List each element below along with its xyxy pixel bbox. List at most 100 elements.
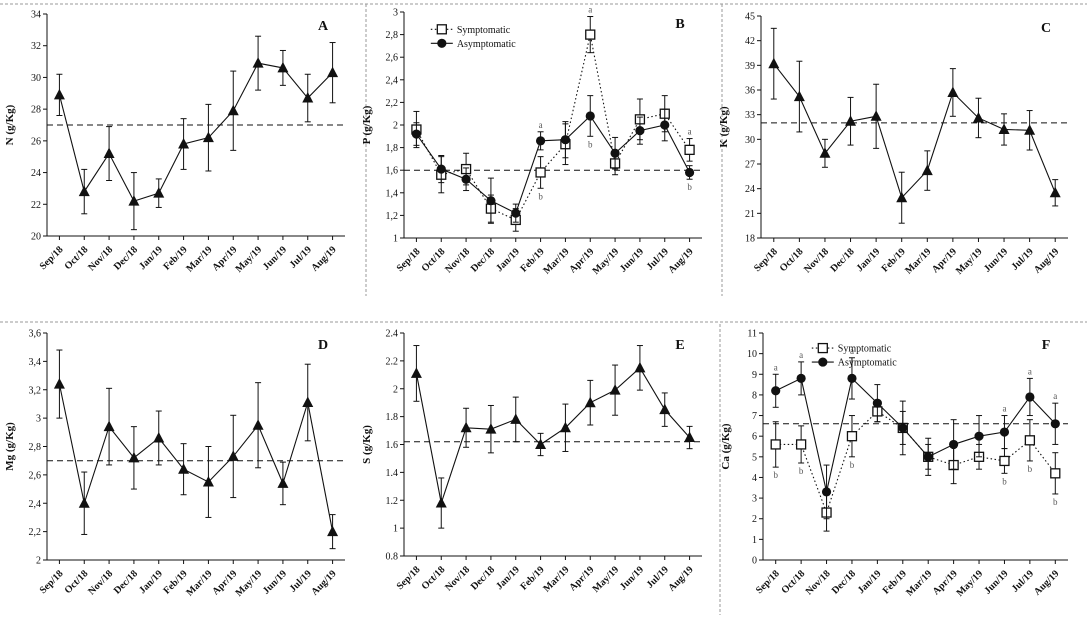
panel-n-y-tick-label: 34 bbox=[31, 10, 41, 21]
panel-p-annotation-a: a bbox=[539, 120, 543, 130]
panel-ca-legend-marker bbox=[818, 357, 828, 367]
panel-ca-annotation-b: b bbox=[1053, 497, 1058, 507]
panel-k-series-main-line bbox=[773, 63, 1056, 199]
panel-ca-legend-marker bbox=[817, 342, 828, 354]
panel-ca-y-tick-label: 11 bbox=[747, 329, 757, 340]
panel-k-x-tick-label: Jan/19 bbox=[854, 246, 882, 274]
panel-k-series-main-point bbox=[972, 111, 984, 123]
panel-p-y-tick-label: 2,4 bbox=[386, 75, 399, 86]
panel-ca-annotation-a: a bbox=[774, 362, 778, 372]
panel-ca-series-asymptomatic-point bbox=[974, 431, 984, 441]
panel-ca-series-symptomatic-point bbox=[1050, 468, 1061, 479]
panel-p-y-tick-label: 1,6 bbox=[386, 166, 399, 177]
panel-ca-series-symptomatic bbox=[770, 400, 1061, 532]
panel-p-x-tick-label: Dec/18 bbox=[469, 246, 497, 274]
panel-k-series-main bbox=[768, 27, 1061, 224]
panel-k-series-main-point bbox=[819, 147, 831, 158]
panel-n-y-tick-label: 32 bbox=[31, 41, 41, 52]
panel-ca-annotation-b: b bbox=[850, 460, 855, 470]
panel-ca-annotation-a: a bbox=[1002, 404, 1006, 414]
panel-n-y-tick-label: 20 bbox=[31, 232, 41, 243]
panel-p-y-tick-label: 2,2 bbox=[386, 98, 399, 109]
panel-ca-annotation-b: b bbox=[799, 466, 804, 476]
panel-mg-x-tick-label: Aug/19 bbox=[309, 568, 338, 597]
panel-n-x-tick-label: Dec/18 bbox=[112, 244, 140, 272]
panel-s-series-main-point bbox=[485, 423, 497, 434]
panel-k-x-tick-label: Mar/19 bbox=[903, 246, 933, 276]
panel-k-series-main-point bbox=[921, 164, 933, 176]
panel-ca-x-tick-label: Sep/18 bbox=[754, 568, 782, 596]
panel-ca-series-symptomatic-point bbox=[999, 455, 1010, 467]
panel-p-series-asymptomatic-point bbox=[610, 148, 620, 158]
panel-p-annotation-a: a bbox=[688, 127, 692, 137]
panel-k-series-main-point bbox=[1024, 124, 1036, 135]
panel-mg-series-main-point bbox=[202, 475, 214, 487]
panel-s-y-tick-label: 1.8 bbox=[386, 412, 399, 423]
panel-n-series-main-point bbox=[302, 92, 314, 103]
panel-ca-y-tick-label: 3 bbox=[752, 494, 757, 505]
panel-s-series-main-line bbox=[415, 366, 690, 506]
panel-p-series-asymptomatic-point bbox=[411, 129, 422, 139]
panel-p-x-tick-label: May/19 bbox=[591, 246, 622, 277]
panel-s-letter: E bbox=[675, 338, 684, 353]
panel-p-series-asymptomatic-line bbox=[415, 115, 691, 214]
panel-s-y-tick-label: 1 bbox=[393, 524, 398, 535]
panel-n-series-main-point bbox=[202, 131, 214, 143]
panel-mg-series-main-line bbox=[58, 383, 334, 532]
panel-n-y-tick-label: 24 bbox=[31, 168, 41, 179]
panel-p-y-tick-label: 2,8 bbox=[386, 30, 399, 41]
panel-p-series-symptomatic-point bbox=[535, 167, 546, 178]
panel-p-series-symptomatic-point bbox=[585, 29, 596, 40]
panel-n-letter: A bbox=[318, 19, 329, 34]
panel-n-series-main-point bbox=[128, 195, 140, 206]
panel-k: 18 21 24 27 30 33 36 39 42 45 Sep/18Oct/18Nov/18De… bbox=[718, 12, 1068, 277]
panel-mg-y-axis-label: Mg (g/Kg) bbox=[4, 422, 16, 471]
panel-ca-annotation-a: a bbox=[799, 350, 803, 360]
panel-n-series-main-point bbox=[78, 185, 90, 197]
panel-p-series-asymptomatic-point bbox=[684, 167, 695, 178]
panel-n-series-main bbox=[53, 35, 339, 231]
panel-k-series-main-point bbox=[768, 57, 780, 69]
panel-p-annotation-b: b bbox=[538, 191, 543, 201]
panel-mg-y-tick-label: 3,2 bbox=[29, 385, 42, 396]
panel-s-x-tick-label: Oct/18 bbox=[420, 564, 448, 592]
panel-s-series-main-point bbox=[584, 396, 596, 408]
panel-p-x-tick-label: Jun/19 bbox=[618, 246, 646, 274]
panel-s-y-tick-label: 2.4 bbox=[386, 329, 399, 340]
panel-ca-y-tick-label: 9 bbox=[752, 370, 757, 381]
panel-mg-y-tick-label: 2,2 bbox=[29, 527, 42, 538]
panel-mg: 2 2,2 2,4 2,6 2,8 3 3,2 3,4 3,6 Sep/18Oct/18Nov/1… bbox=[4, 329, 345, 599]
panel-ca-x-tick-label: Oct/18 bbox=[779, 568, 807, 596]
panel-p-series-asymptomatic-point bbox=[461, 174, 471, 184]
panel-ca-annotation-a: a bbox=[1053, 391, 1057, 401]
panel-n-series-main-line bbox=[58, 62, 333, 202]
panel-n-y-axis-label: N (g/Kg) bbox=[4, 104, 16, 145]
panel-s-series-main bbox=[410, 345, 696, 529]
panel-ca-y-tick-label: 7 bbox=[752, 411, 757, 422]
panel-k-series-main-point bbox=[998, 123, 1010, 134]
panel-frames bbox=[0, 3, 1087, 615]
panel-s-series-main-point bbox=[634, 361, 646, 373]
panel-n-series-main-point bbox=[103, 147, 115, 159]
panel-k-x-tick-label: Nov/18 bbox=[802, 246, 831, 275]
panel-p-y-tick-label: 2 bbox=[393, 121, 398, 132]
panel-s-y-tick-label: 1.2 bbox=[386, 496, 399, 507]
panel-p-series-asymptomatic-point bbox=[486, 196, 496, 206]
panel-n: 20 22 24 26 28 30 32 34 Sep/18Oct/18Nov/18Dec/18… bbox=[4, 10, 345, 275]
panel-s-series-main-point bbox=[559, 421, 571, 433]
panel-ca-x-tick-label: May/19 bbox=[955, 568, 986, 599]
panel-mg-x-tick-label: Dec/18 bbox=[112, 568, 140, 596]
panel-mg-y-tick-label: 2,8 bbox=[29, 442, 42, 453]
panel-p-series-asymptomatic-point bbox=[511, 208, 521, 218]
panel-mg-series-main-point bbox=[227, 450, 239, 461]
panel-k-series-main-point bbox=[896, 191, 908, 203]
panel-p-series-asymptomatic-point bbox=[660, 120, 670, 130]
panel-mg-series-main-point bbox=[128, 451, 140, 463]
panel-p-series-asymptomatic-point bbox=[635, 126, 645, 136]
panel-k-letter: C bbox=[1041, 21, 1051, 36]
panel-s-series-main-point bbox=[460, 421, 472, 433]
panel-mg-x-tick-label: Jan/19 bbox=[137, 568, 165, 596]
panel-mg-series-main-point bbox=[327, 525, 339, 537]
panel-ca-x-tick-label: Mar/19 bbox=[904, 568, 934, 598]
